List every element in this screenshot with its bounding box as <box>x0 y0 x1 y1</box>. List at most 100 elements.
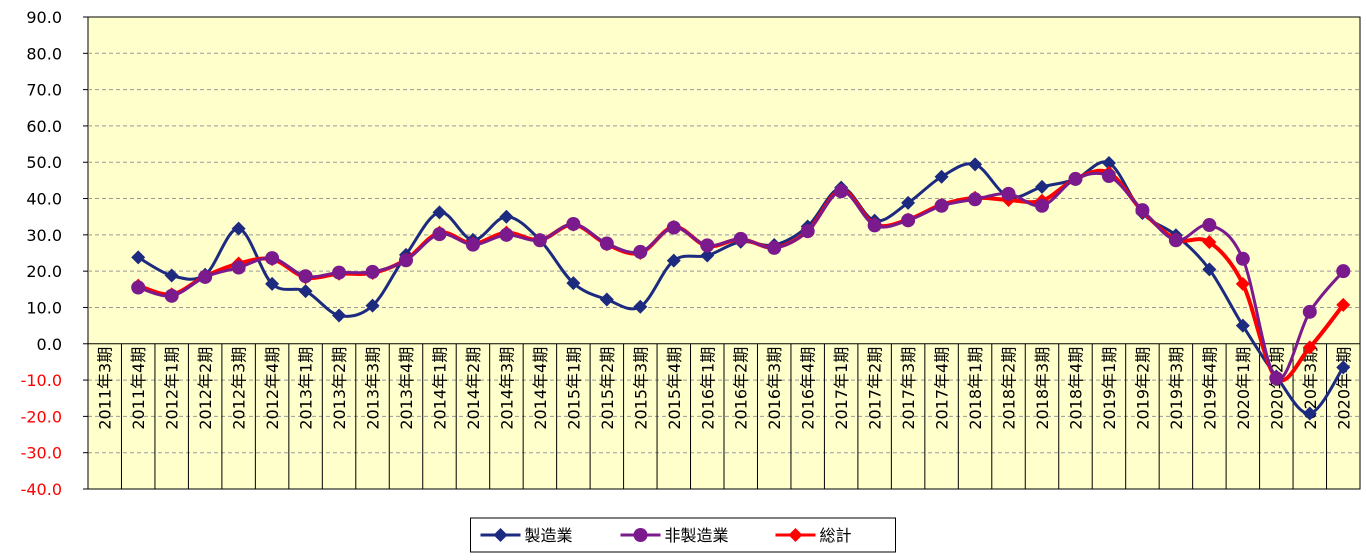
x-tick-label: 2017年3期 <box>899 347 918 430</box>
data-point <box>499 227 514 242</box>
x-tick-label: 2019年1期 <box>1100 347 1119 430</box>
data-point <box>968 157 983 172</box>
x-tick-label: 2015年4期 <box>665 347 684 430</box>
y-tick-label: -30.0 <box>21 444 62 463</box>
data-point <box>1302 340 1317 355</box>
data-point <box>867 218 882 233</box>
x-tick-label: 2020年1期 <box>1234 347 1253 430</box>
data-point <box>1202 262 1217 277</box>
data-point <box>1068 171 1083 186</box>
x-tick-label: 2014年4期 <box>531 347 550 430</box>
x-tick-label: 2017年1期 <box>832 347 851 430</box>
legend-marker <box>788 528 803 542</box>
data-point <box>432 205 447 220</box>
legend <box>470 517 896 553</box>
x-tick-label: 2014年2期 <box>464 347 483 430</box>
data-point <box>164 288 179 303</box>
x-tick-label: 2012年1期 <box>163 347 182 430</box>
x-tick-label: 2011年3期 <box>96 347 115 430</box>
data-point <box>1235 251 1250 266</box>
data-point <box>1302 406 1317 421</box>
x-tick-label: 2019年2期 <box>1133 347 1152 430</box>
data-point <box>231 260 246 275</box>
data-point <box>1269 371 1284 386</box>
data-point <box>834 184 849 199</box>
data-point <box>231 221 246 236</box>
x-tick-label: 2014年1期 <box>430 347 449 430</box>
data-point <box>198 269 213 284</box>
x-tick-label: 2016年1期 <box>698 347 717 430</box>
data-point <box>1202 218 1217 233</box>
x-tick-label: 2014年3期 <box>497 347 516 430</box>
data-point <box>633 299 648 314</box>
data-point <box>365 298 380 313</box>
data-point <box>599 236 614 251</box>
legend-label: 非製造業 <box>665 526 729 545</box>
data-point <box>1202 235 1217 250</box>
data-point <box>265 251 280 266</box>
y-tick-label: 0.0 <box>37 335 62 354</box>
data-point <box>901 195 916 210</box>
x-tick-label: 2013年1期 <box>297 347 316 430</box>
y-tick-label: -40.0 <box>21 480 62 499</box>
x-tick-label: 2018年4期 <box>1066 347 1085 430</box>
y-tick-label: 70.0 <box>26 81 62 100</box>
data-point <box>164 268 179 283</box>
data-point <box>599 292 614 307</box>
data-point <box>566 216 581 231</box>
data-point <box>666 220 681 235</box>
x-tick-label: 2012年4期 <box>263 347 282 430</box>
x-tick-label: 2017年2期 <box>866 347 885 430</box>
x-tick-label: 2013年3期 <box>364 347 383 430</box>
data-point <box>1035 198 1049 213</box>
data-point <box>1235 276 1250 291</box>
data-point <box>432 227 447 242</box>
x-tick-label: 2016年4期 <box>799 347 818 430</box>
x-tick-label: 2015年3期 <box>631 347 650 430</box>
data-point <box>566 276 581 291</box>
data-point <box>365 264 380 279</box>
x-tick-label: 2017年4期 <box>933 347 952 430</box>
data-point <box>934 198 949 213</box>
data-point <box>633 244 648 259</box>
y-tick-label: 20.0 <box>26 262 62 281</box>
data-point <box>131 280 146 295</box>
x-tick-label: 2012年3期 <box>230 347 249 430</box>
data-point <box>767 240 782 255</box>
data-point <box>1101 169 1116 184</box>
data-point <box>1168 233 1183 248</box>
x-tick-label: 2019年3期 <box>1167 347 1186 430</box>
legend-marker <box>633 528 648 542</box>
x-tick-label: 2018年1期 <box>966 347 985 430</box>
x-tick-label: 2013年2期 <box>330 347 349 430</box>
y-tick-label: 90.0 <box>26 8 62 27</box>
data-point <box>131 250 146 265</box>
y-tick-label: 60.0 <box>26 117 62 136</box>
data-point <box>1336 297 1351 312</box>
x-tick-label: 2015年2期 <box>598 347 617 430</box>
y-tick-label: 10.0 <box>26 298 62 317</box>
data-point <box>901 213 916 228</box>
y-tick-label: 50.0 <box>26 153 62 172</box>
data-point <box>968 192 983 207</box>
data-point <box>800 224 815 239</box>
data-point <box>399 253 413 268</box>
x-tick-label: 2018年3期 <box>1033 347 1052 430</box>
data-point <box>934 169 949 184</box>
data-point <box>1235 318 1250 333</box>
x-tick-label: 2016年2期 <box>732 347 751 430</box>
data-point <box>1001 186 1016 201</box>
data-point <box>733 231 748 246</box>
y-tick-label: -20.0 <box>21 407 62 426</box>
y-tick-label: 80.0 <box>26 44 62 63</box>
data-point <box>532 233 547 248</box>
data-point <box>298 284 313 299</box>
x-tick-label: 2018年2期 <box>1000 347 1019 430</box>
legend-label: 総計 <box>820 526 852 545</box>
x-tick-label: 2013年4期 <box>397 347 416 430</box>
x-tick-label: 2019年4期 <box>1200 347 1219 430</box>
legend-label: 製造業 <box>525 526 573 545</box>
data-point <box>332 308 347 323</box>
x-tick-label: 2016年3期 <box>765 347 784 430</box>
